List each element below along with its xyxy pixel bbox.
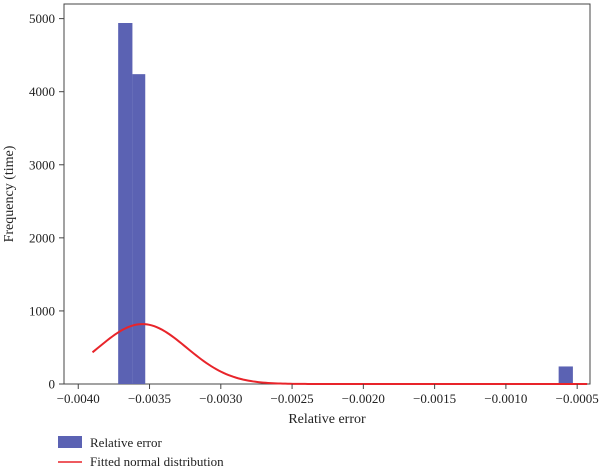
y-tick-label: 1000: [29, 303, 55, 318]
legend: Relative error Fitted normal distributio…: [58, 435, 224, 469]
x-tick-label: −0.0025: [271, 391, 314, 406]
y-tick-label: 5000: [29, 11, 55, 26]
histogram-bar-0: [118, 23, 133, 384]
x-tick-label: −0.0020: [342, 391, 385, 406]
legend-label-relative-error: Relative error: [90, 435, 162, 450]
y-tick-label: 0: [49, 377, 56, 392]
x-tick-label: −0.0035: [128, 391, 171, 406]
x-tick-label: −0.0030: [199, 391, 242, 406]
histogram-bar-2: [558, 366, 573, 384]
legend-swatch-bar: [58, 436, 82, 448]
fitted-normal-line: [91, 323, 588, 385]
x-tick-label: −0.0040: [57, 391, 100, 406]
y-axis-label: Frequency (time): [2, 145, 17, 242]
x-tick-label: −0.0010: [484, 391, 527, 406]
legend-label-fitted-normal: Fitted normal distribution: [90, 454, 224, 469]
y-tick-label: 4000: [29, 84, 55, 99]
y-tick-label: 3000: [29, 157, 55, 172]
x-axis-ticks: −0.0040 −0.0035 −0.0030 −0.0025 −0.0020 −0.00…: [57, 384, 599, 406]
histogram-bars: [118, 23, 573, 385]
x-axis-label: Relative error: [288, 412, 366, 427]
y-axis-ticks: 0 1000 2000 3000 4000 5000: [29, 11, 64, 392]
histogram-bar-1: [132, 74, 146, 385]
x-tick-label: −0.0015: [413, 391, 456, 406]
x-tick-label: −0.0005: [556, 391, 599, 406]
y-tick-label: 2000: [29, 230, 55, 245]
